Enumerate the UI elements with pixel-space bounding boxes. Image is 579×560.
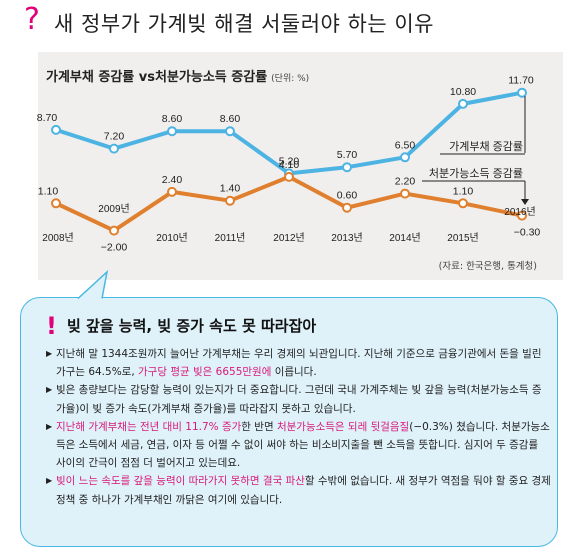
data-point <box>400 188 410 199</box>
data-label: 6.50 <box>395 139 416 151</box>
body-text: 지난해 말 1344조원까지 늘어난 가계부채는 우리 경제의 뇌관입니다. 지… <box>56 348 542 379</box>
data-point <box>458 198 468 209</box>
data-label: 4.10 <box>279 159 300 171</box>
data-label: 1.10 <box>453 185 474 197</box>
data-point <box>109 225 119 236</box>
x-tick-label: 2014년 <box>389 232 420 244</box>
paragraph: ▶ 지난해 말 1344조원까지 늘어난 가계부채는 우리 경제의 뇌관입니다. … <box>46 345 551 381</box>
exclamation-icon: ! <box>46 312 57 340</box>
page-title: 새 정부가 가계빚 해결 서둘러야 하는 이유 <box>54 12 434 36</box>
bullet-icon: ▶ <box>46 476 53 486</box>
paragraph: ▶ 빚은 총량보다는 감당할 능력이 있는지가 더 중요합니다. 그런데 국내 가… <box>46 381 551 417</box>
data-point <box>225 195 235 206</box>
data-label: 1.40 <box>220 183 241 195</box>
explanation-box <box>20 297 558 547</box>
chart-unit: (단위: %) <box>271 74 310 84</box>
paragraph: ▶ 빚이 느는 속도를 갚을 능력이 따라가지 못하면 결국 파산할 수밖에 없습… <box>46 472 551 508</box>
data-label: 8.60 <box>162 113 183 125</box>
body-text: 빚은 총량보다는 감당할 능력이 있는지가 더 중요합니다. 그런데 국내 가계… <box>56 384 542 415</box>
highlight-text: 가구당 평균 빚은 6655만원에 <box>138 366 272 379</box>
data-label: 2.40 <box>162 174 183 186</box>
data-label: 11.70 <box>508 75 534 87</box>
data-point <box>400 152 410 163</box>
legend-label-disposable-income: 처분가능소득 증감률 <box>429 167 523 180</box>
data-point <box>517 87 527 98</box>
bullet-icon: ▶ <box>46 349 53 358</box>
data-point <box>517 210 527 221</box>
question-mark-icon: ? <box>24 2 40 37</box>
data-point <box>458 98 468 109</box>
body-text: 할 수밖에 없습니다. 새 정부가 역점을 둬야 할 중요 경제정책 중 하나가… <box>56 475 551 506</box>
data-point <box>342 162 352 173</box>
data-label: 1.10 <box>38 185 59 197</box>
data-label: 7.20 <box>104 131 125 143</box>
x-tick-label: 2009년 <box>98 203 129 215</box>
legend-arrow-icon <box>521 199 529 205</box>
data-point <box>167 126 177 137</box>
data-label: 8.60 <box>220 113 241 125</box>
paragraphs: ▶ 지난해 말 1344조원까지 늘어난 가계부채는 우리 경제의 뇌관입니다. … <box>46 345 551 509</box>
data-label: −0.30 <box>514 227 541 239</box>
highlight-text: 지난해 가계부채는 전년 대비 11.7% 증가 <box>56 420 242 433</box>
data-label: 2.20 <box>395 176 416 188</box>
header: ? 새 정부가 가계빚 해결 서둘러야 하는 이유 <box>0 0 579 42</box>
x-tick-label: 2008년 <box>42 232 73 244</box>
data-point <box>167 186 177 197</box>
data-label: 0.60 <box>337 190 358 202</box>
data-point <box>225 126 235 137</box>
x-tick-label: 2010년 <box>156 232 187 244</box>
data-point <box>51 198 61 209</box>
paragraph: ▶ 지난해 가계부채는 전년 대비 11.7% 증가한 반면 처분가능소득은 되레… <box>46 418 551 473</box>
chart-panel <box>38 52 563 280</box>
box-title: ! 빚 갚을 능력, 빚 증가 속도 못 따라잡아 <box>46 312 316 340</box>
highlight-text: 처분가능소득은 되레 뒷걸음질 <box>276 420 410 433</box>
data-point <box>284 171 294 182</box>
body-text: (−0.3%) 쳤습니다. 처분가능소득은 소득에서 세금, 연금, 이자 등 … <box>56 420 550 470</box>
data-label: 5.70 <box>337 149 358 161</box>
callout-pointer <box>77 269 109 300</box>
x-tick-label: 2016년 <box>504 206 535 218</box>
data-point <box>342 202 352 213</box>
x-tick-label: 2011년 <box>215 232 246 244</box>
body-text: 한 반면 <box>241 420 277 433</box>
bullet-icon: ▶ <box>46 421 53 431</box>
data-label: −2.00 <box>101 242 128 254</box>
x-tick-label: 2012년 <box>273 232 304 244</box>
bullet-icon: ▶ <box>46 385 53 395</box>
x-tick-label: 2013년 <box>331 232 362 244</box>
x-tick-label: 2015년 <box>447 232 478 244</box>
data-point <box>51 124 61 135</box>
data-label: 5.20 <box>279 155 300 167</box>
chart-title: 가계부채 증감률 vs처분가능소득 증감률 (단위: %) <box>46 66 309 85</box>
chart-title-text: 가계부채 증감률 vs처분가능소득 증감률 <box>46 70 268 85</box>
highlight-text: 빚이 느는 속도를 갚을 능력이 따라가지 못하면 결국 파산 <box>56 475 305 488</box>
data-point <box>109 143 119 154</box>
data-label: 8.70 <box>37 112 58 124</box>
box-title-text: 빚 갚을 능력, 빚 증가 속도 못 따라잡아 <box>66 317 317 335</box>
body-text: 이릅니다. <box>271 366 317 379</box>
line-chart: 8.70 7.20 8.60 8.60 5.20 5.70 6.50 10.80 11.70 1.… <box>37 75 541 254</box>
legend-label-household-debt: 가계부채 증감률 <box>449 140 523 153</box>
data-label: 10.80 <box>450 86 476 98</box>
source-note: (자료: 한국은행, 통계청) <box>438 261 537 272</box>
